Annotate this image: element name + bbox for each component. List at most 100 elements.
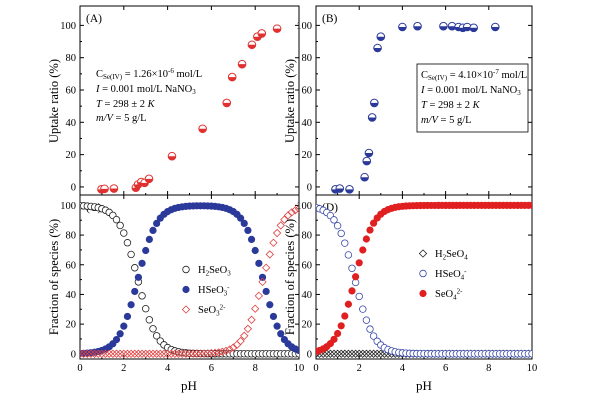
panel-c-data-point: [131, 287, 139, 296]
panel-b-axis-ticks: 0 20 40 60 80 100: [296, 6, 533, 195]
panel-c-data-point: [142, 246, 150, 255]
panel-d-data-point: [352, 273, 360, 281]
panel-c-data-point: [123, 349, 132, 358]
panel-c-data-point: [225, 345, 234, 354]
panel-a-data-point: [257, 29, 267, 38]
panel-c-data-point: [280, 215, 289, 224]
panel-c-data-point: [240, 331, 249, 340]
panel-d-data-point: [376, 349, 385, 358]
panel-a-axis-ticks: 0 20 40 60 80 100: [60, 6, 300, 195]
panel-b-data-point: [335, 184, 345, 193]
panel-c-legend-marker: [182, 285, 190, 294]
panel-d-axis-ticks: 0 20 40 60 80 100 0 2 4 6 8 10: [296, 195, 537, 374]
panel-c-data-point: [105, 349, 114, 358]
panel-c-data-point: [266, 301, 274, 309]
panel-d-data-point: [334, 329, 342, 338]
panel-c-data-point: [145, 316, 154, 324]
panel-c-data-point: [90, 349, 99, 358]
panel-b-info-ionic: I = 0.001 mol/L NaNO3: [420, 85, 521, 97]
panel-d-data-point: [337, 229, 345, 238]
panel-d-legend-label: SeO42-: [435, 288, 463, 302]
panel-c-data-point: [207, 348, 216, 358]
panel-c-data-point: [170, 349, 180, 358]
panel-a-data-point: [237, 59, 247, 69]
panel-b-y-tick-label: 60: [302, 86, 313, 97]
panel-a-y-tick-label: 100: [60, 21, 76, 32]
panel-a-info-ionic: I = 0.001 mol/L NaNO3: [95, 84, 196, 96]
panel-d-series-1: [316, 204, 532, 358]
panel-c-data-point: [94, 349, 103, 358]
panel-c-data-point: [138, 259, 146, 267]
panel-c-data-point: [141, 305, 150, 313]
panel-d-data-point: [333, 221, 342, 230]
panel-c-data-point: [295, 346, 299, 355]
panel-a-info-ratio: m/V = 5 g/L: [96, 113, 147, 124]
panel-c-data-point: [116, 330, 124, 338]
panel-a-data-point: [144, 174, 154, 184]
panel-a-info-conc: CSe(IV) = 1.26×10-6 mol/L: [96, 67, 202, 81]
panel-c-data-point: [244, 226, 252, 234]
panel-c-data-point: [203, 349, 212, 358]
panel-d-data-point: [528, 201, 532, 209]
panel-c-data-point: [148, 349, 158, 358]
panel-c-x-axis-title: pH: [181, 378, 197, 393]
panel-c-data-point: [276, 221, 285, 230]
panel-d-data-points: [316, 201, 532, 358]
panel-a-y-tick-label: 80: [66, 53, 77, 64]
panel-c-data-point: [120, 322, 128, 330]
panel-a-data-point: [109, 184, 119, 193]
panel-b-info-conc: CSe(IV) = 4.10×10-7 mol/L: [421, 68, 527, 82]
panel-a-data-point: [227, 72, 237, 82]
panel-c-data-point: [265, 250, 274, 259]
panel-c-data-point: [251, 246, 259, 255]
panel-d-data-point: [358, 349, 367, 358]
panel-c-data-point: [247, 315, 256, 324]
panel-c-y-tick-label: 60: [66, 260, 77, 271]
panel-a-y-axis-title: Uptake ratio (%): [47, 59, 61, 143]
panel-d-data-point: [330, 335, 338, 343]
panel-c-data-point: [210, 348, 220, 358]
panel-c-data-point: [218, 347, 227, 356]
panel-c-data-point: [273, 322, 281, 330]
panel-d-series-2: [316, 201, 532, 356]
panel-a-label: (A): [86, 13, 102, 25]
panel-d-y-axis-title: Fraction of species (%): [283, 219, 297, 335]
panel-c-data-point: [277, 330, 285, 338]
panel-d-legend-label: H2SeO4: [435, 249, 468, 262]
panel-d-y-tick-label: 40: [302, 290, 313, 301]
panel-d-data-point: [365, 349, 375, 358]
panel-d-data-point: [341, 239, 349, 247]
panel-d-x-tick-label: 4: [400, 363, 406, 374]
panel-c-data-point: [115, 349, 125, 358]
panel-c-data-point: [214, 348, 223, 357]
panel-d-data-point: [362, 349, 371, 358]
panel-b-info-box: CSe(IV) = 4.10×10-7 mol/L I = 0.001 mol/…: [420, 68, 527, 126]
panel-c-data-point: [86, 349, 96, 358]
panel-c-data-point: [83, 349, 92, 358]
panel-c-data-point: [119, 349, 128, 358]
panel-d-data-point: [362, 316, 371, 324]
panel-d-x-tick-label: 6: [443, 363, 448, 374]
panel-a-data-point: [100, 184, 109, 194]
panel-d-data-point: [369, 332, 378, 340]
panel-c-x-tick-label: 6: [209, 363, 214, 374]
panel-b-label: (B): [322, 13, 338, 25]
panel-d-data-point: [341, 312, 349, 320]
panel-c-data-point: [108, 349, 118, 358]
panel-a-y-tick-label: 0: [71, 182, 76, 193]
panel-d-data-point: [355, 349, 364, 358]
panel-c-data-point: [283, 211, 293, 220]
panel-c-y-tick-label: 80: [66, 231, 77, 242]
panel-c-legend-label: HSeO3-: [198, 284, 230, 298]
panel-c-y-tick-label: 40: [66, 290, 77, 301]
panel-c-data-point: [255, 259, 263, 267]
panel-d-data-point: [344, 251, 353, 259]
panel-c-data-point: [137, 349, 147, 358]
panel-b-data-point: [398, 22, 407, 32]
panel-c-data-point: [254, 291, 264, 301]
panel-b-data-points: [331, 21, 500, 194]
panel-c-data-point: [112, 349, 121, 358]
panel-a-data-points: [97, 24, 282, 194]
panel-b-data-point: [362, 156, 372, 166]
panel-c-legend-label: SeO32-: [198, 304, 226, 318]
